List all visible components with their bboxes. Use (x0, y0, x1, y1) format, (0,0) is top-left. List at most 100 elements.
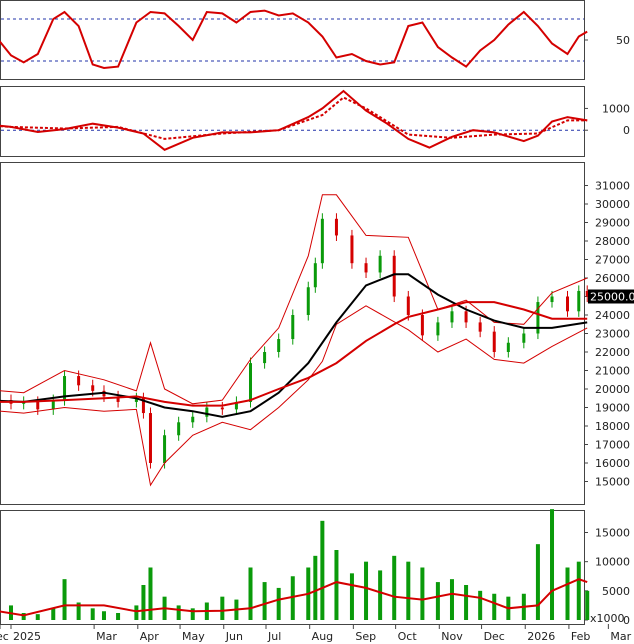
volume-bar (585, 590, 590, 620)
price-ytick-label-16: 15000 (595, 476, 630, 489)
price-ytick-label-0: 31000 (595, 180, 630, 193)
price-moving-average-short--line (0, 273, 588, 418)
oscillator-series-0-line (0, 9, 588, 70)
x-tick-label-8: Sep (355, 630, 376, 643)
last-price-label: 25000.00 (590, 291, 634, 304)
price-candle-body (464, 311, 468, 323)
volume-bar (478, 590, 483, 620)
price-candle-body (506, 342, 510, 352)
x-tick-label-10: Nov (441, 630, 463, 643)
price-ytick-label-15: 16000 (595, 457, 630, 470)
volume-bar (141, 585, 146, 620)
x-tick-label-4: May (182, 630, 205, 643)
price-ytick-label-13: 18000 (595, 420, 630, 433)
price-candle-body (536, 302, 540, 334)
price-ytick-label-12: 19000 (595, 402, 630, 415)
price-candle-body (577, 290, 581, 312)
price-candle-body (350, 235, 354, 264)
volume-bar (320, 520, 325, 620)
volume-bar (464, 585, 469, 620)
price-candle-body (406, 296, 410, 315)
price-ytick-label-8: 23000 (595, 328, 630, 341)
x-tick-label-14: Mar (610, 630, 631, 643)
volume-bar (535, 544, 540, 620)
x-tick-label-6: Jul (267, 630, 281, 643)
price-candle-body (334, 218, 338, 236)
volume-bar (364, 561, 369, 620)
price-candle-body (313, 263, 317, 288)
price-layer: 3100030000290002800027000260002500024000… (0, 180, 634, 489)
volume-layer: 15000 10000 5000 0 (0, 509, 630, 627)
volume-bar (176, 605, 181, 620)
volume-bar (378, 570, 383, 620)
volume-bar (116, 613, 121, 620)
price-upper-band-line (0, 194, 588, 405)
price-candle-body (77, 376, 81, 386)
volume-bar (148, 567, 153, 620)
last-price-tag (588, 289, 634, 304)
price-candle-body (63, 376, 67, 401)
price-ytick-label-11: 20000 (595, 383, 630, 396)
price-lower-band-line (0, 305, 588, 487)
x-tick-label-9: Oct (398, 630, 418, 643)
price-candle-body (436, 322, 440, 336)
volume-bar (262, 582, 267, 620)
macd-series-0-line (0, 89, 588, 151)
macd-series-1-line (0, 96, 588, 140)
price-candle-body (277, 339, 281, 352)
price-ytick-label-7: 24000 (595, 309, 630, 322)
volume-unit-label: x1000 (590, 612, 625, 625)
price-candle-body (177, 422, 181, 436)
x-tick-label-3: Apr (140, 630, 160, 643)
price-candle-body (550, 296, 554, 303)
x-tick-label-2: Mar (96, 630, 117, 643)
volume-bar (51, 608, 56, 620)
volume-bar (435, 582, 440, 620)
price-candle-body (51, 400, 55, 410)
volume-bar (406, 561, 411, 620)
price-moving-average-long--line (0, 301, 588, 407)
x-tick-label-1: 2025 (13, 630, 41, 643)
price-ytick-label-4: 27000 (595, 254, 630, 267)
volume-bar (134, 605, 139, 620)
volume-bar (220, 596, 225, 620)
volume-ytick-label-0: 15000 (595, 527, 630, 540)
price-candle-body (163, 435, 167, 463)
volume-bar (290, 576, 295, 620)
price-candle-body (378, 255, 382, 273)
volume-panel (0, 510, 585, 625)
price-candle-body (291, 315, 295, 340)
price-candle-body (36, 401, 40, 410)
price-candle-body (420, 315, 424, 336)
price-ytick-label-2: 29000 (595, 217, 630, 230)
x-tick-label-0: ec (0, 630, 9, 643)
volume-bar (248, 567, 253, 620)
x-tick-label-5: Jun (225, 630, 243, 643)
volume-bar (35, 614, 40, 620)
price-candle-body (364, 263, 368, 273)
price-ytick-label-3: 28000 (595, 235, 630, 248)
volume-bar (190, 608, 195, 620)
x-tick-label-7: Aug (312, 630, 333, 643)
oscillator-layer: 50 (0, 9, 630, 70)
price-candle-body (492, 331, 496, 352)
oscillator-panel (0, 0, 585, 80)
macd-ytick-label-0: 1000 (602, 102, 630, 115)
price-ytick-label-1: 30000 (595, 198, 630, 211)
price-candle-body (134, 398, 138, 402)
price-candle-body (450, 311, 454, 323)
macd-ytick-label-1: 0 (623, 124, 630, 137)
volume-bar (276, 587, 281, 620)
price-candle-body (249, 363, 253, 402)
price-candle-body (585, 290, 589, 297)
volume-average-line (0, 578, 588, 617)
price-candle-body (205, 407, 209, 417)
price-candle-body (191, 416, 195, 423)
price-candle-body (234, 401, 238, 410)
price-candle-body (116, 396, 120, 402)
volume-bar (313, 555, 318, 620)
volume-bar (449, 579, 454, 620)
macd-panel (0, 86, 585, 157)
price-candle-body (320, 218, 324, 264)
x-tick-label-12: 2026 (527, 630, 555, 643)
